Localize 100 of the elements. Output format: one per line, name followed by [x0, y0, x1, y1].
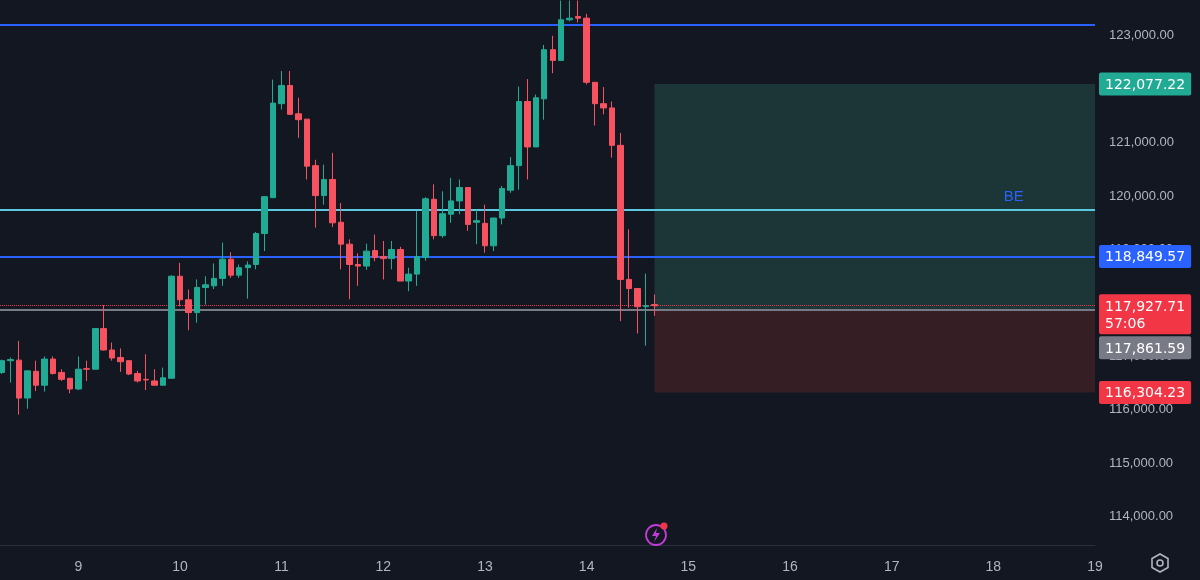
- candlestick: [363, 243, 370, 271]
- candlestick: [92, 327, 99, 370]
- candlestick: [253, 231, 259, 270]
- candlestick: [516, 86, 522, 191]
- candlestick: [643, 273, 649, 347]
- x-tick-label: 9: [74, 558, 83, 574]
- candlestick: [626, 228, 632, 309]
- x-tick-label: 14: [578, 558, 595, 574]
- candlestick: [372, 234, 378, 262]
- candlestick: [58, 368, 65, 382]
- candlestick: [67, 377, 73, 394]
- candlestick: [160, 367, 166, 386]
- candlestick: [321, 164, 327, 206]
- band-label: 122,077.22: [1105, 76, 1186, 93]
- ref-line-label: 117,927.71 57:06: [1105, 297, 1186, 331]
- candlestick: [533, 94, 539, 148]
- candlestick: [126, 360, 132, 376]
- candlestick: [211, 262, 217, 290]
- x-tick-label: 18: [985, 558, 1002, 574]
- x-tick-label: 17: [883, 558, 900, 574]
- candlestick: [558, 0, 564, 61]
- candlestick: [541, 44, 547, 121]
- candlestick: [202, 275, 209, 306]
- x-tick-label: 13: [477, 558, 493, 574]
- y-tick-label: 120,000.00: [1109, 187, 1175, 203]
- x-tick-label: 16: [782, 558, 798, 574]
- candlestick: [490, 217, 497, 252]
- candlestick: [83, 360, 90, 382]
- candlestick: [397, 246, 404, 282]
- x-tick-label: 19: [1087, 558, 1103, 574]
- candlestick: [422, 196, 429, 262]
- candlestick: [109, 342, 115, 362]
- ref-line-label: 118,849.57: [1105, 248, 1186, 265]
- candlestick: [24, 370, 31, 410]
- candlestick: [524, 78, 531, 181]
- candlestick: [583, 13, 590, 85]
- candlestick: [194, 278, 200, 324]
- candlestick: [245, 260, 251, 300]
- candlestick: [507, 156, 514, 194]
- band-label: 116,304.23: [1105, 384, 1186, 401]
- candlestick: [151, 368, 158, 386]
- candlestick: [473, 209, 480, 245]
- candlestick: [134, 370, 141, 384]
- candlestick: [600, 86, 607, 115]
- candlestick: [0, 359, 5, 375]
- candlestick: [448, 177, 454, 224]
- candlestick: [651, 293, 658, 317]
- candlestick: [388, 240, 395, 270]
- y-tick-label: 115,000.00: [1109, 454, 1174, 470]
- y-tick-label: 123,000.00: [1109, 27, 1175, 43]
- candlestick: [261, 195, 268, 252]
- candlestick: [439, 190, 446, 239]
- candlestick: [185, 289, 192, 331]
- candlestick: [329, 152, 336, 228]
- x-tick-label: 10: [172, 558, 188, 574]
- candlestick: [405, 267, 412, 292]
- candlestick: [482, 204, 488, 254]
- candlestick: [617, 132, 624, 322]
- candlestick: [550, 35, 556, 74]
- candlestick: [33, 360, 39, 392]
- candlestick: [295, 97, 302, 139]
- candlestick: [117, 347, 124, 373]
- candlestick: [338, 202, 344, 270]
- x-tick-label: 12: [375, 558, 392, 574]
- annotation: BE: [1003, 187, 1024, 205]
- candlestick: [219, 242, 226, 287]
- candlestick: [312, 159, 319, 229]
- candlestick: [304, 118, 310, 181]
- candlestick: [228, 251, 234, 279]
- candlestick: [566, 0, 573, 22]
- x-tick-label: 11: [274, 558, 290, 574]
- candlestick: [609, 101, 615, 159]
- y-tick-label: 121,000.00: [1109, 134, 1175, 150]
- x-tick-label: 15: [680, 558, 697, 574]
- candlestick: [143, 353, 149, 391]
- candlestick: [575, 0, 581, 23]
- ref-line-label: 117,861.59: [1105, 339, 1186, 356]
- candlestick: [431, 183, 437, 240]
- candlestick: [41, 355, 48, 393]
- candlestick: [287, 70, 293, 116]
- candlestick: [75, 355, 82, 391]
- candlestick: [168, 274, 175, 379]
- candlestick: [7, 356, 14, 384]
- candlestick: [236, 263, 242, 279]
- candlestick: [380, 240, 387, 280]
- candlestick: [346, 238, 353, 300]
- candlestick: [499, 185, 505, 225]
- candlestick: [100, 304, 107, 352]
- candlestick: [177, 262, 183, 307]
- candlestick: [592, 81, 598, 127]
- y-tick-label: 116,000.00: [1109, 401, 1174, 417]
- candlestick: [355, 252, 361, 287]
- candlestick: [278, 70, 285, 111]
- y-tick-label: 114,000.00: [1109, 508, 1174, 524]
- candlestick: [270, 79, 276, 199]
- candlestick: [634, 288, 641, 334]
- candlestick: [16, 340, 22, 416]
- candlestick: [465, 187, 471, 232]
- candlestick: [50, 355, 56, 376]
- candlestick: [456, 179, 463, 215]
